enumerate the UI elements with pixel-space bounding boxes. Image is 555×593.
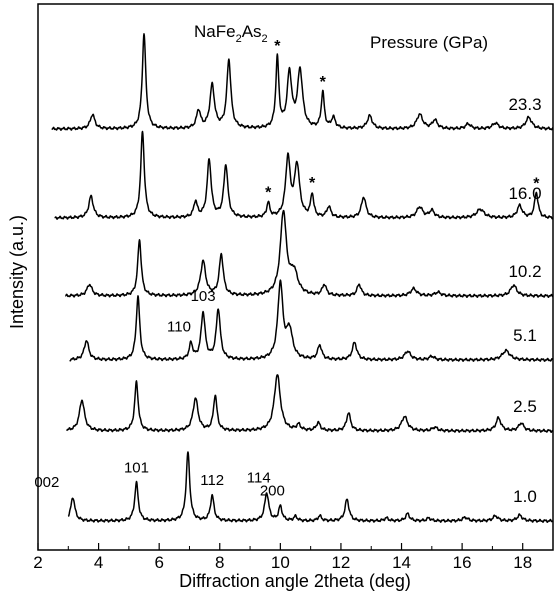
y-axis-title: Intensity (a.u.): [7, 215, 27, 329]
pattern-line-16-0: [54, 130, 554, 220]
plot-frame: [37, 3, 554, 551]
peak-label-002: 002: [34, 474, 59, 491]
pressure-label-2-5: 2.5: [513, 397, 537, 416]
x-axis-ticks: 2 4 6 8 10 12 14 16 18: [33, 543, 532, 572]
x-tick-label: 8: [215, 553, 224, 572]
peak-label-101: 101: [124, 460, 149, 477]
x-tick-label: 14: [392, 553, 411, 572]
pattern-line-23-3: [51, 33, 554, 131]
pressure-label-5-1: 5.1: [513, 326, 537, 345]
peak-label-103: 103: [191, 288, 216, 305]
pattern-curves: [51, 33, 554, 523]
x-tick-label: 10: [271, 553, 290, 572]
legend-title: Pressure (GPa): [370, 33, 488, 52]
pressure-label-1-0: 1.0: [513, 487, 537, 506]
impurity-marker: *: [265, 185, 272, 202]
peak-label-114: 114: [247, 469, 271, 486]
peak-label-112: 112: [200, 472, 224, 489]
x-tick-label: 4: [94, 553, 103, 572]
pattern-line-1-0: [67, 451, 554, 523]
pressure-label-16-0: 16.0: [508, 184, 541, 203]
x-axis-title: Diffraction angle 2theta (deg): [179, 571, 411, 591]
compound-label: NaFe2As2: [194, 22, 268, 45]
impurity-marker: *: [309, 175, 316, 192]
impurity-marker: *: [274, 38, 281, 55]
pressure-label-10-2: 10.2: [508, 262, 541, 281]
pattern-line-5-1: [69, 279, 554, 362]
x-tick-label: 18: [513, 553, 532, 572]
peak-label-110: 110: [167, 319, 191, 336]
impurity-marker: *: [320, 74, 327, 91]
x-tick-label: 16: [453, 553, 472, 572]
pattern-line-2-5: [66, 374, 554, 433]
x-tick-label: 2: [33, 553, 42, 572]
x-tick-label: 6: [154, 553, 163, 572]
pattern-line-10-2: [64, 209, 554, 298]
pressure-label-23-3: 23.3: [508, 95, 541, 114]
peak-label-200: 200: [260, 483, 285, 500]
x-tick-label: 12: [331, 553, 350, 572]
impurity-marker: *: [533, 175, 540, 192]
